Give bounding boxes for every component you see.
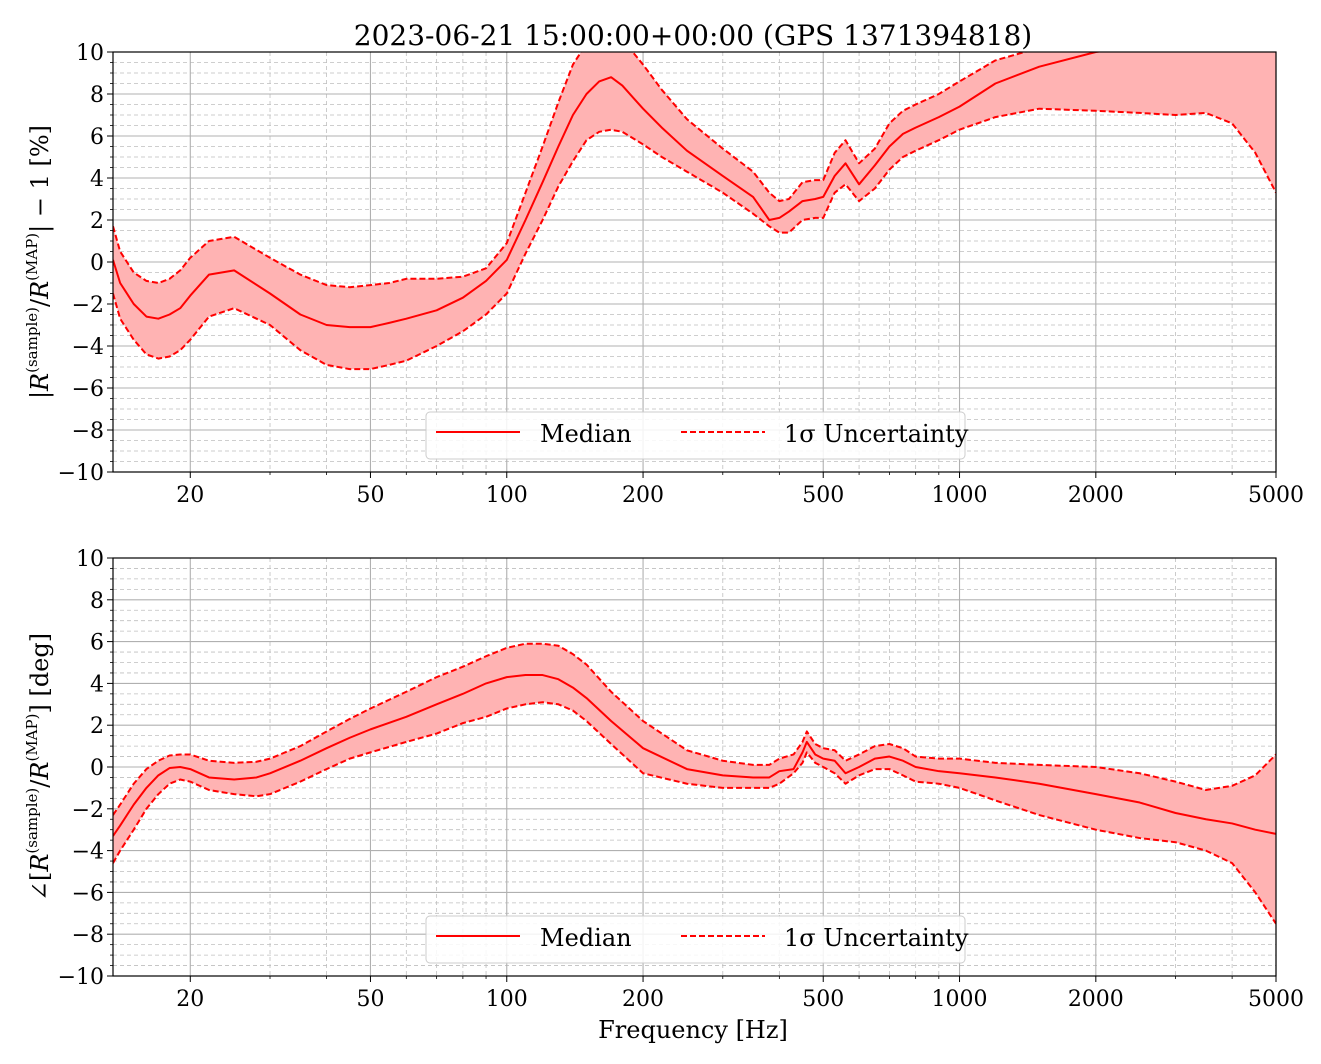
- x-tick-label: 200: [622, 987, 664, 1012]
- x-tick-label: 1000: [932, 483, 988, 508]
- x-tick-label: 5000: [1248, 987, 1304, 1012]
- y-tick-label: −4: [72, 840, 104, 865]
- legend: Median 1σ Uncertainty: [425, 411, 969, 460]
- y-tick-label: 10: [76, 547, 104, 572]
- y-tick-label: −10: [58, 461, 104, 486]
- y-tick-label: 0: [90, 756, 104, 781]
- y-tick-label: −2: [72, 293, 104, 318]
- x-tick-label: 20: [176, 987, 204, 1012]
- series-lines: [113, 642, 1276, 925]
- upper-uncertainty-line: [113, 52, 1029, 289]
- axis-ticks: −10 −8 −6 −4 −2 0 2 4 6 8 10 20 50 100 200 500 1000 2000 5…: [58, 41, 1304, 508]
- figure-title: 2023-06-21 15:00:00+00:00 (GPS 137139481…: [354, 19, 1032, 52]
- upper-uncertainty-line: [113, 642, 1276, 816]
- y-tick-label: 4: [90, 672, 104, 697]
- x-tick-label: 20: [176, 483, 204, 508]
- y-tick-label: 2: [90, 209, 104, 234]
- series-lines: [113, 52, 1276, 371]
- y-tick-label: 8: [90, 589, 104, 614]
- y-tick-label: 10: [76, 41, 104, 66]
- lower-uncertainty-line: [113, 107, 1276, 371]
- x-tick-label: 100: [486, 987, 528, 1012]
- median-line: [113, 674, 1276, 837]
- legend-median-label: Median: [540, 924, 632, 952]
- y-tick-label: 2: [90, 714, 104, 739]
- legend-median-label: Median: [540, 420, 632, 448]
- legend: Median 1σ Uncertainty: [425, 915, 969, 964]
- uncertainty-band: [113, 52, 1276, 370]
- y-tick-label: 4: [90, 167, 104, 192]
- y-tick-label: 6: [90, 125, 104, 150]
- y-tick-label: 0: [90, 251, 104, 276]
- axis-ticks: −10 −8 −6 −4 −2 0 2 4 6 8 10 20 50 100 200 500 1000 2000 5…: [58, 547, 1304, 1012]
- magnitude-panel: −10 −8 −6 −4 −2 0 2 4 6 8 10 20 50 100 200 500 1000 2000 5…: [23, 41, 1304, 508]
- lower-uncertainty-line: [113, 701, 1276, 925]
- y-tick-label: −8: [72, 923, 104, 948]
- x-tick-label: 500: [802, 987, 844, 1012]
- median-line: [113, 52, 1103, 329]
- y-tick-label: −10: [58, 965, 104, 990]
- legend-box: [425, 915, 966, 964]
- uncertainty-fill: [113, 52, 1276, 370]
- x-tick-label: 1000: [932, 987, 988, 1012]
- x-axis-label: Frequency [Hz]: [598, 1016, 788, 1044]
- y-tick-label: −2: [72, 798, 104, 823]
- legend-uncertainty-label: 1σ Uncertainty: [784, 924, 969, 952]
- y-tick-label: −6: [72, 377, 104, 402]
- y-tick-label: 6: [90, 631, 104, 656]
- x-tick-label: 200: [622, 483, 664, 508]
- y-tick-label: −8: [72, 419, 104, 444]
- y-axis-label: ∠[R(sample)/R(MAP)] [deg]: [23, 633, 54, 901]
- y-tick-label: 8: [90, 83, 104, 108]
- x-tick-label: 500: [802, 483, 844, 508]
- y-tick-label: −4: [72, 335, 104, 360]
- phase-panel: −10 −8 −6 −4 −2 0 2 4 6 8 10 20 50 100 200 500 1000 2000 5…: [23, 547, 1304, 1012]
- x-tick-label: 5000: [1248, 483, 1304, 508]
- x-tick-label: 50: [356, 987, 384, 1012]
- legend-box: [425, 411, 966, 460]
- legend-uncertainty-label: 1σ Uncertainty: [784, 420, 969, 448]
- x-tick-label: 100: [486, 483, 528, 508]
- x-tick-label: 2000: [1068, 987, 1124, 1012]
- y-axis-label: |R(sample)/R(MAP)| − 1 [%]: [23, 125, 55, 399]
- x-tick-label: 50: [356, 483, 384, 508]
- x-tick-label: 2000: [1068, 483, 1124, 508]
- y-tick-label: −6: [72, 881, 104, 906]
